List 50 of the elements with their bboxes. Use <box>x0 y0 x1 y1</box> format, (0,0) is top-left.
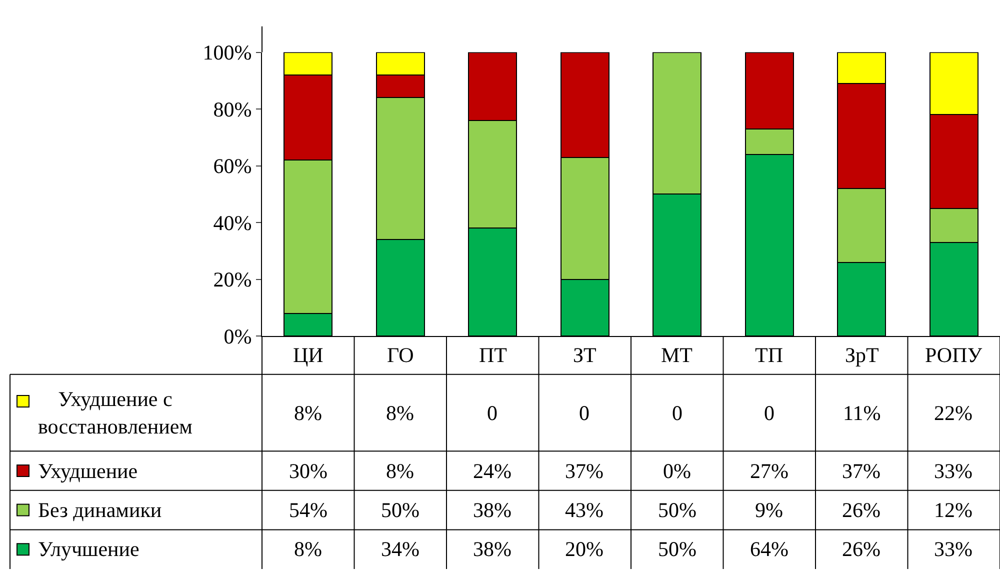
y-tick-label: 80% <box>213 97 252 122</box>
x-tick-label: ЗТ <box>573 343 597 367</box>
data-label: 11% <box>843 401 881 425</box>
data-label: 8% <box>294 401 322 425</box>
data-label: 50% <box>658 537 696 561</box>
data-label: 8% <box>386 459 414 483</box>
legend-label: Улучшение <box>38 537 140 561</box>
y-tick-label: 100% <box>202 40 252 65</box>
data-label: 0 <box>672 401 682 425</box>
data-label: 0 <box>764 401 774 425</box>
data-label: 8% <box>294 537 322 561</box>
x-tick-label: ЦИ <box>293 343 324 367</box>
legend-label: Без динамики <box>38 498 162 522</box>
x-tick-label: ТП <box>755 343 783 367</box>
data-label: 24% <box>473 459 512 483</box>
data-label: 26% <box>842 498 880 522</box>
data-label: 34% <box>381 537 420 561</box>
x-tick-label: ГО <box>387 343 414 367</box>
y-tick-label: 40% <box>213 210 252 235</box>
data-label: 0 <box>579 401 590 425</box>
data-label: 33% <box>934 537 972 561</box>
data-label: 50% <box>381 498 420 522</box>
data-label: 27% <box>750 459 788 483</box>
legend-label: Ухудшение <box>38 459 138 483</box>
data-label: 0 <box>487 401 498 425</box>
legend-label: Ухудшение с восстановлением <box>38 387 192 438</box>
data-label: 12% <box>934 498 972 522</box>
y-tick-label: 20% <box>213 268 252 292</box>
y-tick-label: 0% <box>224 324 252 348</box>
data-label: 33% <box>934 459 972 483</box>
data-label: 37% <box>842 459 880 483</box>
data-label: 8% <box>386 401 414 425</box>
x-tick-label: ПТ <box>479 343 508 367</box>
data-label: 38% <box>473 498 512 522</box>
x-tick-label: РОПУ <box>925 343 982 367</box>
data-label: 38% <box>473 537 512 561</box>
x-tick-label: МТ <box>661 343 693 367</box>
data-label: 43% <box>565 498 604 522</box>
data-label: 30% <box>289 459 328 483</box>
x-tick-label: ЗрТ <box>845 343 880 367</box>
data-label: 22% <box>934 401 972 425</box>
data-label: 9% <box>755 498 783 522</box>
data-label: 64% <box>750 537 788 561</box>
data-label: 54% <box>289 498 328 522</box>
data-label: 50% <box>658 498 696 522</box>
y-tick-label: 60% <box>213 154 252 178</box>
data-label: 37% <box>565 459 604 483</box>
data-label: 20% <box>565 537 604 561</box>
data-label: 0% <box>663 459 691 483</box>
data-label: 26% <box>842 537 880 561</box>
